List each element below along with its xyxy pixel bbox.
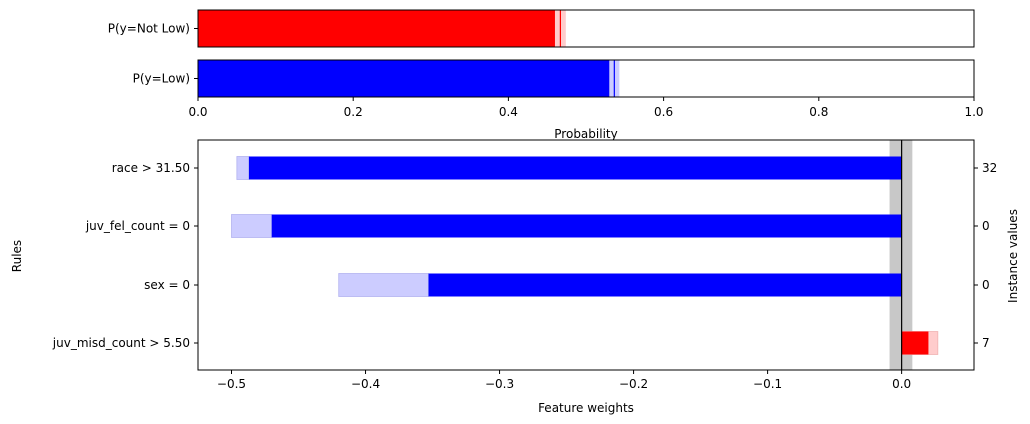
rule-label: juv_misd_count > 5.50 [52, 336, 190, 350]
rule-label: sex = 0 [144, 278, 190, 292]
weights-axes-frame [197, 139, 975, 371]
weights-x-axis-label: Feature weights [538, 401, 634, 415]
instance-value-label: 32 [982, 161, 997, 175]
weights-frame [197, 139, 975, 371]
prob-axes-low: P(y=Low) [133, 59, 975, 98]
weights-x-tick-label: −0.1 [753, 377, 782, 391]
weight-uncertainty-bar [338, 273, 429, 297]
prob-x-tick-label: 0.8 [809, 105, 828, 119]
prob-x-axis-label: Probability [554, 127, 617, 141]
weights-x-tick-label: −0.5 [217, 377, 246, 391]
instance-value-labels: 32 0 0 7 [974, 161, 997, 350]
instance-value-label: 0 [982, 278, 990, 292]
weight-bar [901, 331, 929, 355]
weight-uncertainty-bar [231, 214, 273, 238]
weight-bar [248, 156, 902, 180]
prob-x-tick-label: 0.6 [654, 105, 673, 119]
weights-x-tick-label: 0.0 [892, 377, 911, 391]
prob-category-label: P(y=Low) [133, 72, 190, 86]
baseline-shade [889, 140, 913, 370]
prob-category-label: P(y=Not Low) [108, 22, 190, 36]
weight-uncertainty-bar [236, 156, 250, 180]
prob-bar [198, 60, 610, 97]
weight-bar [271, 214, 902, 238]
weights-x-tick-label: −0.3 [485, 377, 514, 391]
baseline-band [889, 140, 913, 370]
prob-axes-not-low: P(y=Not Low) [108, 9, 975, 48]
prob-x-tick-label: 0.4 [499, 105, 518, 119]
rule-labels: race > 31.50 juv_fel_count = 0 sex = 0 juv_… [52, 161, 198, 350]
prob-x-ticks: 0.0 0.2 0.4 0.6 0.8 1.0 [188, 97, 984, 119]
instance-value-label: 0 [982, 219, 990, 233]
weights-x-ticks: −0.5 −0.4 −0.3 −0.2 −0.1 0.0 [217, 370, 911, 391]
prob-x-tick-label: 0.2 [344, 105, 363, 119]
weights-y-axis-label: Rules [10, 240, 24, 272]
weight-bar [428, 273, 902, 297]
prob-x-tick-label: 0.0 [188, 105, 207, 119]
prob-x-tick-label: 1.0 [964, 105, 983, 119]
weights-x-tick-label: −0.4 [351, 377, 380, 391]
rule-label: race > 31.50 [112, 161, 190, 175]
weight-bars [231, 140, 939, 370]
rule-label: juv_fel_count = 0 [85, 219, 190, 233]
weights-x-tick-label: −0.2 [619, 377, 648, 391]
probability-panel: P(y=Not Low) P(y=Low) 0.0 0.2 0.4 0.6 0.8 1.0… [108, 9, 984, 141]
feature-weights-panel: race > 31.50 juv_fel_count = 0 sex = 0 juv_… [10, 139, 1020, 415]
prob-bar [198, 10, 555, 47]
instance-value-label: 7 [982, 336, 990, 350]
instance-values-axis-label: Instance values [1006, 209, 1020, 303]
